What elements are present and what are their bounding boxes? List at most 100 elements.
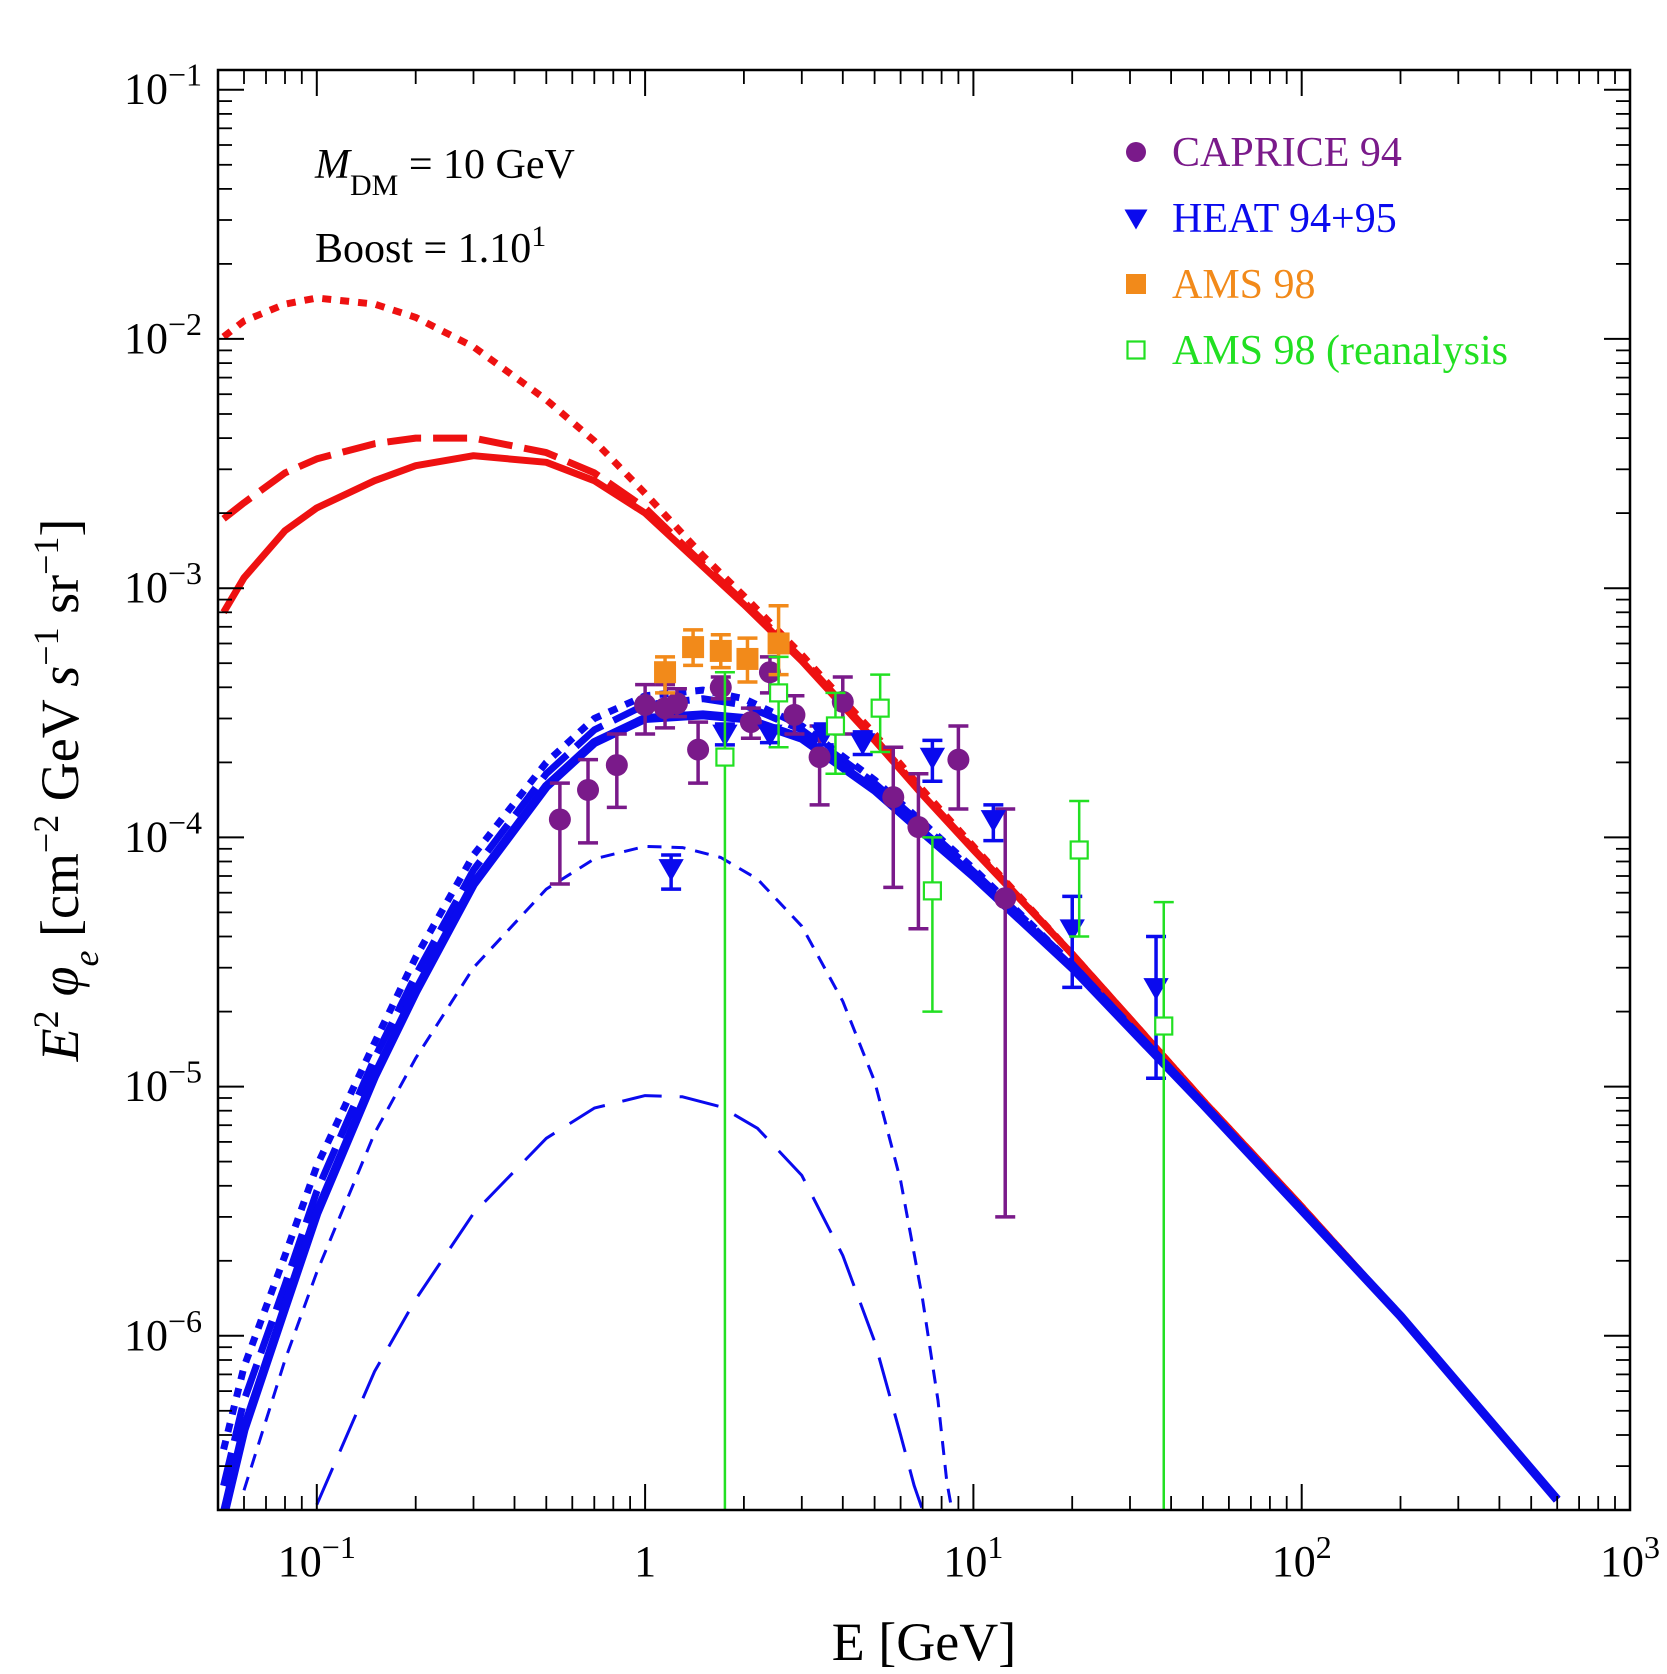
y-label-sup1: 2 <box>26 1010 66 1028</box>
data-point-heat-94-95 <box>919 747 946 770</box>
y-tick-label-exp: −1 <box>168 57 202 93</box>
y-tick-label-base: 10 <box>124 65 168 114</box>
y-label-base: E <box>30 1028 90 1062</box>
annotation-mass: MDM = 10 GeV <box>314 142 575 202</box>
y-tick-label: 10−5 <box>124 1054 202 1111</box>
data-point-caprice-94 <box>808 746 831 769</box>
data-point-ams-98 <box>654 661 677 684</box>
legend: CAPRICE 94 HEAT 94+95 AMS 98 AMS 98 (reanal… <box>1124 130 1508 374</box>
data-point-heat-94-95 <box>850 733 876 756</box>
y-label-sub: e <box>66 951 106 967</box>
legend-label-1: CAPRICE 94 <box>1172 130 1402 176</box>
data-point-ams-98 <box>709 639 732 662</box>
annotation-mass-symbol: M <box>314 142 352 188</box>
data-point-caprice-94 <box>665 692 688 715</box>
data-point-ams-98 <box>736 647 759 670</box>
data-point-ams-98-reanalysis <box>1154 1016 1174 1036</box>
legend-marker-2 <box>1124 209 1148 230</box>
annotation-boost: Boost = 1.101 <box>315 220 546 273</box>
data-point-caprice-94 <box>739 711 762 734</box>
y-tick-label-exp: −3 <box>168 555 202 591</box>
data-point-caprice-94 <box>758 661 781 684</box>
y-tick-label-exp: −5 <box>168 1054 202 1090</box>
x-tick-label: 102 <box>1272 1529 1332 1586</box>
legend-label-3: AMS 98 <box>1172 262 1316 308</box>
data-point-heat-94-95 <box>658 859 684 882</box>
data-point-caprice-94 <box>605 754 628 777</box>
x-tick-label-base: 10 <box>943 1537 987 1586</box>
legend-label-2: HEAT 94+95 <box>1172 196 1397 242</box>
x-axis-label: E [GeV] <box>832 1612 1016 1672</box>
data-point-ams-98-reanalysis <box>870 698 890 718</box>
x-tick-label-base: 1 <box>634 1537 656 1586</box>
data-point-ams-98-reanalysis <box>825 716 846 736</box>
annotation-boost-sup: 1 <box>531 220 546 253</box>
curve-signal-long-dash <box>315 1094 925 1510</box>
y-label-s: s <box>30 666 90 687</box>
data-point-ams-98 <box>767 632 790 655</box>
legend-marker-3 <box>1126 274 1146 294</box>
data-point-ams-98-reanalysis <box>922 881 942 901</box>
curve-signal-short-dash <box>242 844 954 1510</box>
x-tick-label-exp: 1 <box>987 1529 1003 1565</box>
curve-background-min <box>220 710 1561 1510</box>
annotation-mass-value: = 10 GeV <box>398 142 575 188</box>
data-point-ams-98 <box>682 636 705 659</box>
annotation-mass-sub: DM <box>350 169 398 202</box>
y-tick-label: 10−3 <box>124 555 202 612</box>
data-point-caprice-94 <box>831 690 854 713</box>
legend-marker-1 <box>1126 142 1146 162</box>
y-axis-label: E2φe [cm−2 GeV s−1 sr−1] <box>26 519 106 1063</box>
data-point-heat-94-95 <box>1143 978 1169 1001</box>
data-point-ams-98-reanalysis <box>715 747 735 767</box>
y-label-open: [cm <box>30 853 90 950</box>
y-label-sup3: −1 <box>26 627 66 665</box>
data-point-caprice-94 <box>577 778 600 801</box>
x-tick-label-exp: 3 <box>1644 1529 1660 1565</box>
data-point-caprice-94 <box>709 676 732 699</box>
legend-marker-4 <box>1126 340 1146 360</box>
y-tick-label-exp: −6 <box>168 1303 202 1339</box>
curves-layer <box>220 294 1561 1510</box>
y-label-phi: φ <box>30 967 90 997</box>
data-point-caprice-94 <box>687 738 710 761</box>
y-label-sup2: −2 <box>26 815 66 853</box>
y-tick-label: 10−4 <box>124 804 202 861</box>
annotation-boost-text: Boost = 1.10 <box>315 226 531 272</box>
data-points-layer <box>548 604 1174 1510</box>
y-tick-label-exp: −4 <box>168 804 202 840</box>
y-label-close: ] <box>30 519 90 537</box>
x-tick-label: 101 <box>943 1529 1003 1586</box>
x-tick-label-base: 10 <box>1272 1537 1316 1586</box>
x-tick-label: 1 <box>634 1537 656 1586</box>
legend-label-4: AMS 98 (reanalysis <box>1172 328 1508 374</box>
x-tick-label-exp: −1 <box>322 1529 356 1565</box>
curve-background-med <box>220 695 1560 1502</box>
y-tick-label-base: 10 <box>124 812 168 861</box>
y-tick-label-base: 10 <box>124 1311 168 1360</box>
x-tick-label: 10−1 <box>278 1529 356 1586</box>
data-point-caprice-94 <box>548 808 571 831</box>
y-tick-label-base: 10 <box>124 1062 168 1111</box>
data-point-caprice-94 <box>783 703 806 726</box>
data-point-caprice-94 <box>907 816 930 839</box>
y-tick-label-exp: −2 <box>168 306 202 342</box>
x-tick-label: 103 <box>1600 1529 1660 1586</box>
data-point-caprice-94 <box>947 748 970 771</box>
data-point-ams-98-reanalysis <box>768 683 789 703</box>
y-tick-label: 10−1 <box>124 57 202 114</box>
y-tick-label: 10−2 <box>124 306 202 363</box>
y-tick-label-base: 10 <box>124 563 168 612</box>
data-point-heat-94-95 <box>980 810 1006 833</box>
y-label-gev: GeV <box>30 687 90 815</box>
y-tick-label: 10−6 <box>124 1303 202 1360</box>
data-point-ams-98-reanalysis <box>1069 840 1089 860</box>
curve-total-max <box>221 294 1560 1502</box>
y-tick-label-base: 10 <box>124 314 168 363</box>
y-label-sup4: −1 <box>26 537 66 575</box>
data-point-caprice-94 <box>634 693 657 716</box>
y-label-sr: sr <box>30 575 90 628</box>
